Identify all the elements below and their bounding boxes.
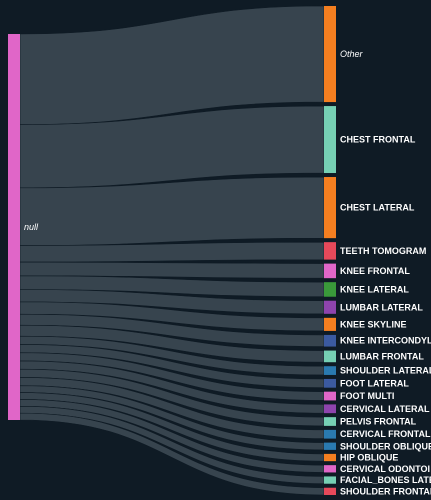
sankey-link — [19, 261, 325, 279]
sankey-target-label: FOOT MULTI — [340, 391, 394, 401]
sankey-target-label: FOOT LATERAL — [340, 378, 409, 388]
sankey-target-node[interactable] — [324, 487, 336, 495]
sankey-target-node[interactable] — [324, 106, 336, 174]
sankey-target-label: CERVICAL ODONTOI — [340, 464, 430, 474]
sankey-target-label: LUMBAR FRONTAL — [340, 351, 424, 361]
sankey-target-node[interactable] — [324, 417, 336, 426]
sankey-target-node[interactable] — [324, 404, 336, 414]
sankey-target-label: CHEST LATERAL — [340, 203, 415, 213]
sankey-target-label: SHOULDER OBLIQUE — [340, 441, 431, 451]
sankey-link — [19, 176, 325, 246]
sankey-link — [19, 324, 325, 363]
sankey-link — [19, 335, 325, 376]
sankey-target-node[interactable] — [324, 453, 336, 462]
sankey-target-node[interactable] — [324, 6, 336, 103]
sankey-target-label: FACIAL_BONES LATE — [340, 475, 431, 485]
sankey-target-node[interactable] — [324, 391, 336, 401]
sankey-target-label: KNEE SKYLINE — [340, 319, 407, 329]
sankey-target-label: SHOULDER LATERAL — [340, 366, 431, 376]
sankey-target-label: KNEE LATERAL — [340, 284, 409, 294]
sankey-link — [19, 105, 325, 189]
sankey-target-node[interactable] — [324, 429, 336, 439]
sankey-target-node[interactable] — [324, 378, 336, 388]
sankey-target-node[interactable] — [324, 300, 336, 314]
sankey-target-label: TEETH TOMOGRAM — [340, 246, 426, 256]
sankey-target-label: KNEE FRONTAL — [340, 266, 410, 276]
sankey-link — [19, 385, 325, 451]
sankey-link — [19, 289, 325, 315]
sankey-target-label: Other — [340, 49, 364, 59]
sankey-target-node[interactable] — [324, 476, 336, 484]
sankey-target-label: CHEST FRONTAL — [340, 135, 416, 145]
sankey-source-node[interactable] — [8, 34, 20, 420]
sankey-target-label: SHOULDER FRONTAL — [340, 486, 431, 496]
sankey-link — [19, 344, 325, 388]
sankey-target-node[interactable] — [324, 242, 336, 260]
sankey-target-node[interactable] — [324, 366, 336, 375]
sankey-target-node[interactable] — [324, 465, 336, 473]
sankey-link — [19, 360, 325, 414]
sankey-link — [19, 399, 325, 473]
sankey-target-node[interactable] — [324, 282, 336, 297]
sankey-target-node[interactable] — [324, 334, 336, 347]
sankey-target-node[interactable] — [324, 263, 336, 279]
sankey-target-node[interactable] — [324, 317, 336, 331]
sankey-source-label: null — [24, 222, 39, 232]
sankey-target-label: CERVICAL LATERAL — [340, 404, 430, 414]
sankey-target-label: KNEE INTERCONDYL — [340, 336, 431, 346]
sankey-link — [19, 275, 325, 298]
sankey-target-node[interactable] — [324, 177, 336, 239]
sankey-target-label: LUMBAR LATERAL — [340, 302, 423, 312]
sankey-target-label: PELVIS FRONTAL — [340, 417, 417, 427]
sankey-target-label: HIP OBLIQUE — [340, 453, 398, 463]
sankey-target-node[interactable] — [324, 442, 336, 450]
sankey-link — [19, 241, 325, 263]
sankey-link — [19, 352, 325, 401]
sankey-target-node[interactable] — [324, 350, 336, 363]
sankey-target-label: CERVICAL FRONTAL — [340, 429, 431, 439]
